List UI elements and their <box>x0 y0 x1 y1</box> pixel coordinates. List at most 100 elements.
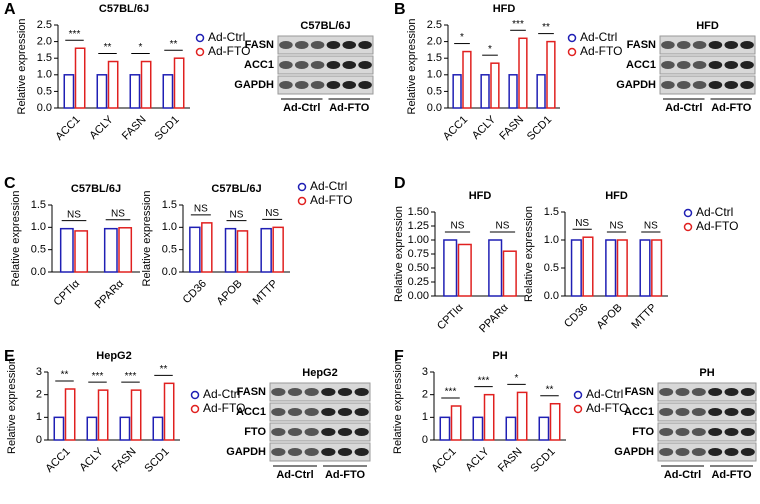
blot-strip <box>657 382 757 402</box>
blot-band <box>740 428 755 436</box>
panel-letter: B <box>394 1 406 18</box>
blot-band <box>675 388 690 396</box>
bar <box>130 389 142 441</box>
bar <box>651 239 663 297</box>
legend-label: Ad-Ctrl <box>310 179 347 193</box>
blot-band <box>287 428 303 436</box>
y-axis-label: Relative expression <box>16 19 28 115</box>
blot-row-label: ACC1 <box>244 59 274 71</box>
y-tick-label: 1 <box>36 411 42 423</box>
blot-band <box>279 41 293 49</box>
significance-label: ** <box>542 22 550 33</box>
blot-band <box>342 41 357 49</box>
bar <box>450 405 462 441</box>
y-tick-label: 0.00 <box>408 290 429 302</box>
blot-strip <box>269 382 371 402</box>
blot-band <box>310 61 325 69</box>
panel-letter: D <box>394 175 406 192</box>
blot-band <box>354 428 369 436</box>
bar <box>452 74 462 109</box>
x-tick-label: PPARα <box>477 301 511 335</box>
blot-band <box>691 408 706 416</box>
x-tick-label: PPARα <box>93 277 127 311</box>
blot-band <box>337 448 353 456</box>
significance-label: * <box>488 44 492 55</box>
significance-label: NS <box>575 218 589 229</box>
blot-band <box>708 428 723 436</box>
blot-title: C57BL/6J <box>300 20 350 32</box>
blot-band <box>659 448 674 456</box>
blot-band <box>304 408 319 416</box>
significance-label: * <box>460 32 464 43</box>
blot-band <box>740 41 754 49</box>
x-tick-label: ACLY <box>463 445 492 474</box>
y-tick-label: 1.5 <box>427 52 442 64</box>
bar <box>260 227 272 273</box>
blot-band <box>724 41 739 49</box>
y-axis-label: Relative expression <box>392 358 404 454</box>
blot-band <box>675 408 690 416</box>
blot-band <box>724 81 739 89</box>
bar <box>457 243 472 297</box>
blot-band <box>287 408 303 416</box>
x-tick-label: ACC1 <box>441 114 470 143</box>
bar <box>488 239 503 297</box>
chart-title: HFD <box>605 190 628 202</box>
blot-band <box>304 428 319 436</box>
bar <box>483 393 495 441</box>
x-tick-label: CPTIα <box>435 301 466 332</box>
blot-band <box>321 428 336 436</box>
blot-band <box>326 61 341 69</box>
x-tick-label: MTTP <box>629 302 659 332</box>
blot-band <box>708 448 723 456</box>
blot-row-label: ACC1 <box>236 406 266 418</box>
panel-letter: E <box>4 348 15 365</box>
y-tick-label: 0.5 <box>31 244 46 256</box>
blot-band <box>740 448 755 456</box>
significance-label: *** <box>69 29 81 40</box>
blot-row-label: FASN <box>625 386 654 398</box>
blot-band <box>321 448 336 456</box>
blot-group-label: Ad-FTO <box>325 469 366 481</box>
significance-label: NS <box>496 221 510 232</box>
blot-band <box>358 61 372 69</box>
blot-group-label: Ad-FTO <box>711 102 752 114</box>
x-tick-label: CD36 <box>181 278 209 306</box>
blot-title: PH <box>699 367 714 379</box>
y-tick-label: 3 <box>422 366 428 378</box>
bar <box>163 382 175 441</box>
blot-row-label: FASN <box>237 386 266 398</box>
x-tick-label: ACC1 <box>429 446 458 475</box>
x-tick-label: ACC1 <box>43 446 72 475</box>
bar <box>140 60 152 109</box>
blot-band <box>279 81 293 89</box>
blot-strip <box>657 402 757 422</box>
blot-strip <box>277 35 374 55</box>
bar <box>272 226 284 273</box>
blot-band <box>692 61 707 69</box>
bar <box>118 227 133 273</box>
y-axis-label: Relative expression <box>141 191 153 287</box>
blot-band <box>358 81 372 89</box>
chart-title: C57BL/6J <box>211 183 261 195</box>
blot-strip <box>277 75 374 95</box>
x-tick-label: ACLY <box>77 445 106 474</box>
blot-band <box>691 428 706 436</box>
y-tick-label: 1.0 <box>37 69 52 81</box>
blot-band <box>675 428 690 436</box>
blot-band <box>692 41 707 49</box>
blot-title: HFD <box>696 20 719 32</box>
y-tick-label: 0.0 <box>37 102 52 114</box>
blot-band <box>724 388 739 396</box>
y-tick-label: 1.0 <box>31 221 46 233</box>
legend-marker <box>567 33 577 43</box>
panel-letter: C <box>4 175 16 192</box>
bar <box>605 239 617 297</box>
bar <box>518 37 528 109</box>
blot-band <box>740 388 755 396</box>
blot-band <box>692 81 707 89</box>
blot-band <box>321 388 336 396</box>
y-axis-label: Relative expression <box>393 206 405 302</box>
bar <box>549 402 561 441</box>
y-tick-label: 3 <box>36 366 42 378</box>
